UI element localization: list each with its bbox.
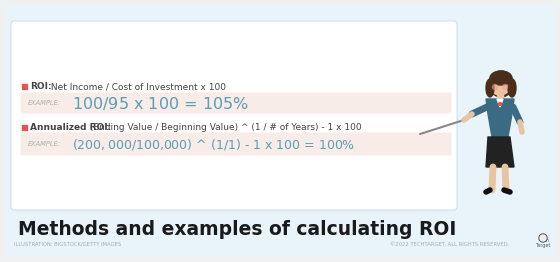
Bar — [22, 84, 27, 89]
Circle shape — [502, 85, 507, 90]
Text: ($200,000 / $100,000) ^ (1/1) - 1 x 100 = 100%: ($200,000 / $100,000) ^ (1/1) - 1 x 100 … — [72, 137, 355, 151]
Text: EXAMPLE:: EXAMPLE: — [28, 141, 61, 147]
Ellipse shape — [508, 79, 516, 97]
Polygon shape — [497, 99, 503, 107]
Polygon shape — [486, 99, 514, 137]
Bar — [22, 125, 27, 130]
Text: ROI:: ROI: — [30, 82, 52, 91]
Text: $100 / $95 x 100 = 105%: $100 / $95 x 100 = 105% — [72, 95, 249, 112]
Text: Methods and examples of calculating ROI: Methods and examples of calculating ROI — [18, 220, 456, 239]
FancyBboxPatch shape — [21, 92, 451, 113]
Ellipse shape — [490, 71, 512, 85]
Polygon shape — [486, 137, 514, 167]
Circle shape — [498, 102, 502, 106]
Ellipse shape — [486, 79, 494, 97]
Text: Annualized ROI:: Annualized ROI: — [30, 123, 111, 132]
FancyBboxPatch shape — [21, 133, 451, 156]
Circle shape — [539, 234, 547, 242]
Circle shape — [492, 85, 497, 90]
Text: ILLUSTRATION: BIGSTOCK/GETTY IMAGES: ILLUSTRATION: BIGSTOCK/GETTY IMAGES — [14, 242, 122, 247]
Text: (Ending Value / Beginning Value) ^ (1 / # of Years) - 1 x 100: (Ending Value / Beginning Value) ^ (1 / … — [87, 123, 362, 132]
Bar — [497, 94, 503, 99]
Text: EXAMPLE:: EXAMPLE: — [28, 100, 61, 106]
Text: Net Income / Cost of Investment x 100: Net Income / Cost of Investment x 100 — [48, 82, 226, 91]
FancyBboxPatch shape — [11, 21, 457, 210]
Text: Tech
Target: Tech Target — [535, 238, 550, 248]
Circle shape — [540, 235, 546, 241]
Ellipse shape — [489, 71, 513, 97]
FancyBboxPatch shape — [5, 5, 555, 257]
Text: ©2022 TECHTARGET. ALL RIGHTS RESERVED.: ©2022 TECHTARGET. ALL RIGHTS RESERVED. — [390, 242, 509, 247]
Circle shape — [489, 73, 511, 95]
